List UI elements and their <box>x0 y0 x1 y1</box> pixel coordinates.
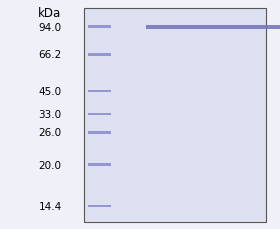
FancyBboxPatch shape <box>88 205 111 207</box>
Text: 14.4: 14.4 <box>38 201 62 211</box>
Text: 20.0: 20.0 <box>39 160 62 170</box>
FancyBboxPatch shape <box>146 25 280 30</box>
FancyBboxPatch shape <box>88 90 111 93</box>
Text: 94.0: 94.0 <box>38 22 62 33</box>
FancyBboxPatch shape <box>84 9 266 222</box>
FancyBboxPatch shape <box>88 54 111 56</box>
Text: 33.0: 33.0 <box>38 109 62 120</box>
FancyBboxPatch shape <box>88 113 111 116</box>
FancyBboxPatch shape <box>88 26 111 29</box>
FancyBboxPatch shape <box>88 164 111 166</box>
Text: 45.0: 45.0 <box>38 87 62 97</box>
Text: 66.2: 66.2 <box>38 50 62 60</box>
Text: 26.0: 26.0 <box>38 128 62 138</box>
FancyBboxPatch shape <box>88 131 111 134</box>
Text: kDa: kDa <box>38 7 62 20</box>
